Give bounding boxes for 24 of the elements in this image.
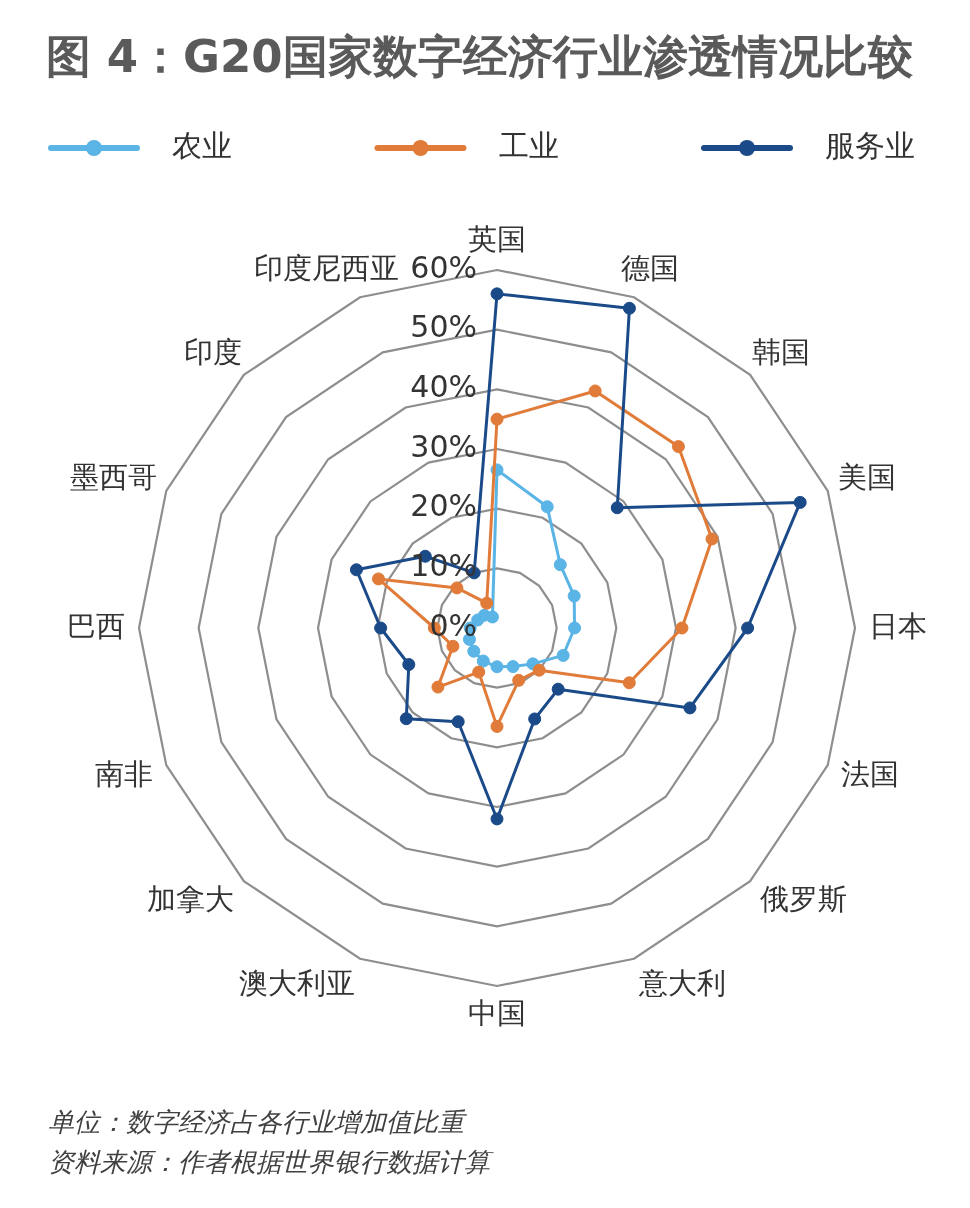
spoke-label: 南非 [95,756,154,791]
spoke-label: 澳大利亚 [238,966,355,1001]
spoke-label: 墨西哥 [69,460,157,495]
y-tick-label: 50% [410,309,477,345]
spoke-label: 韩国 [751,334,810,369]
spoke-label: 法国 [840,756,899,791]
spoke-label: 美国 [838,460,897,495]
spoke-label: 印度尼西亚 [254,250,400,285]
spoke-label: 德国 [621,250,680,285]
text: 单位：数字经济占各行业增加值比重 [48,1106,468,1139]
spoke-label: 俄罗斯 [760,882,848,917]
legend-label: 工业 [498,127,559,163]
chart-title: 图 4：G20国家数字经济行业渗透情况比较 [46,29,913,85]
y-tick-label: 30% [410,428,477,464]
spoke-label: 印度 [184,334,243,369]
spoke-label: 日本 [869,608,927,643]
legend-label: 服务业 [825,127,915,163]
spoke-label: 中国 [468,995,526,1030]
spoke-label: 加拿大 [146,882,234,917]
y-tick-label: 40% [410,369,477,405]
y-tick-label: 20% [410,488,477,524]
spoke-label: 巴西 [67,608,125,643]
legend-label: 农业 [172,127,232,163]
spoke-label: 意大利 [638,966,727,1001]
